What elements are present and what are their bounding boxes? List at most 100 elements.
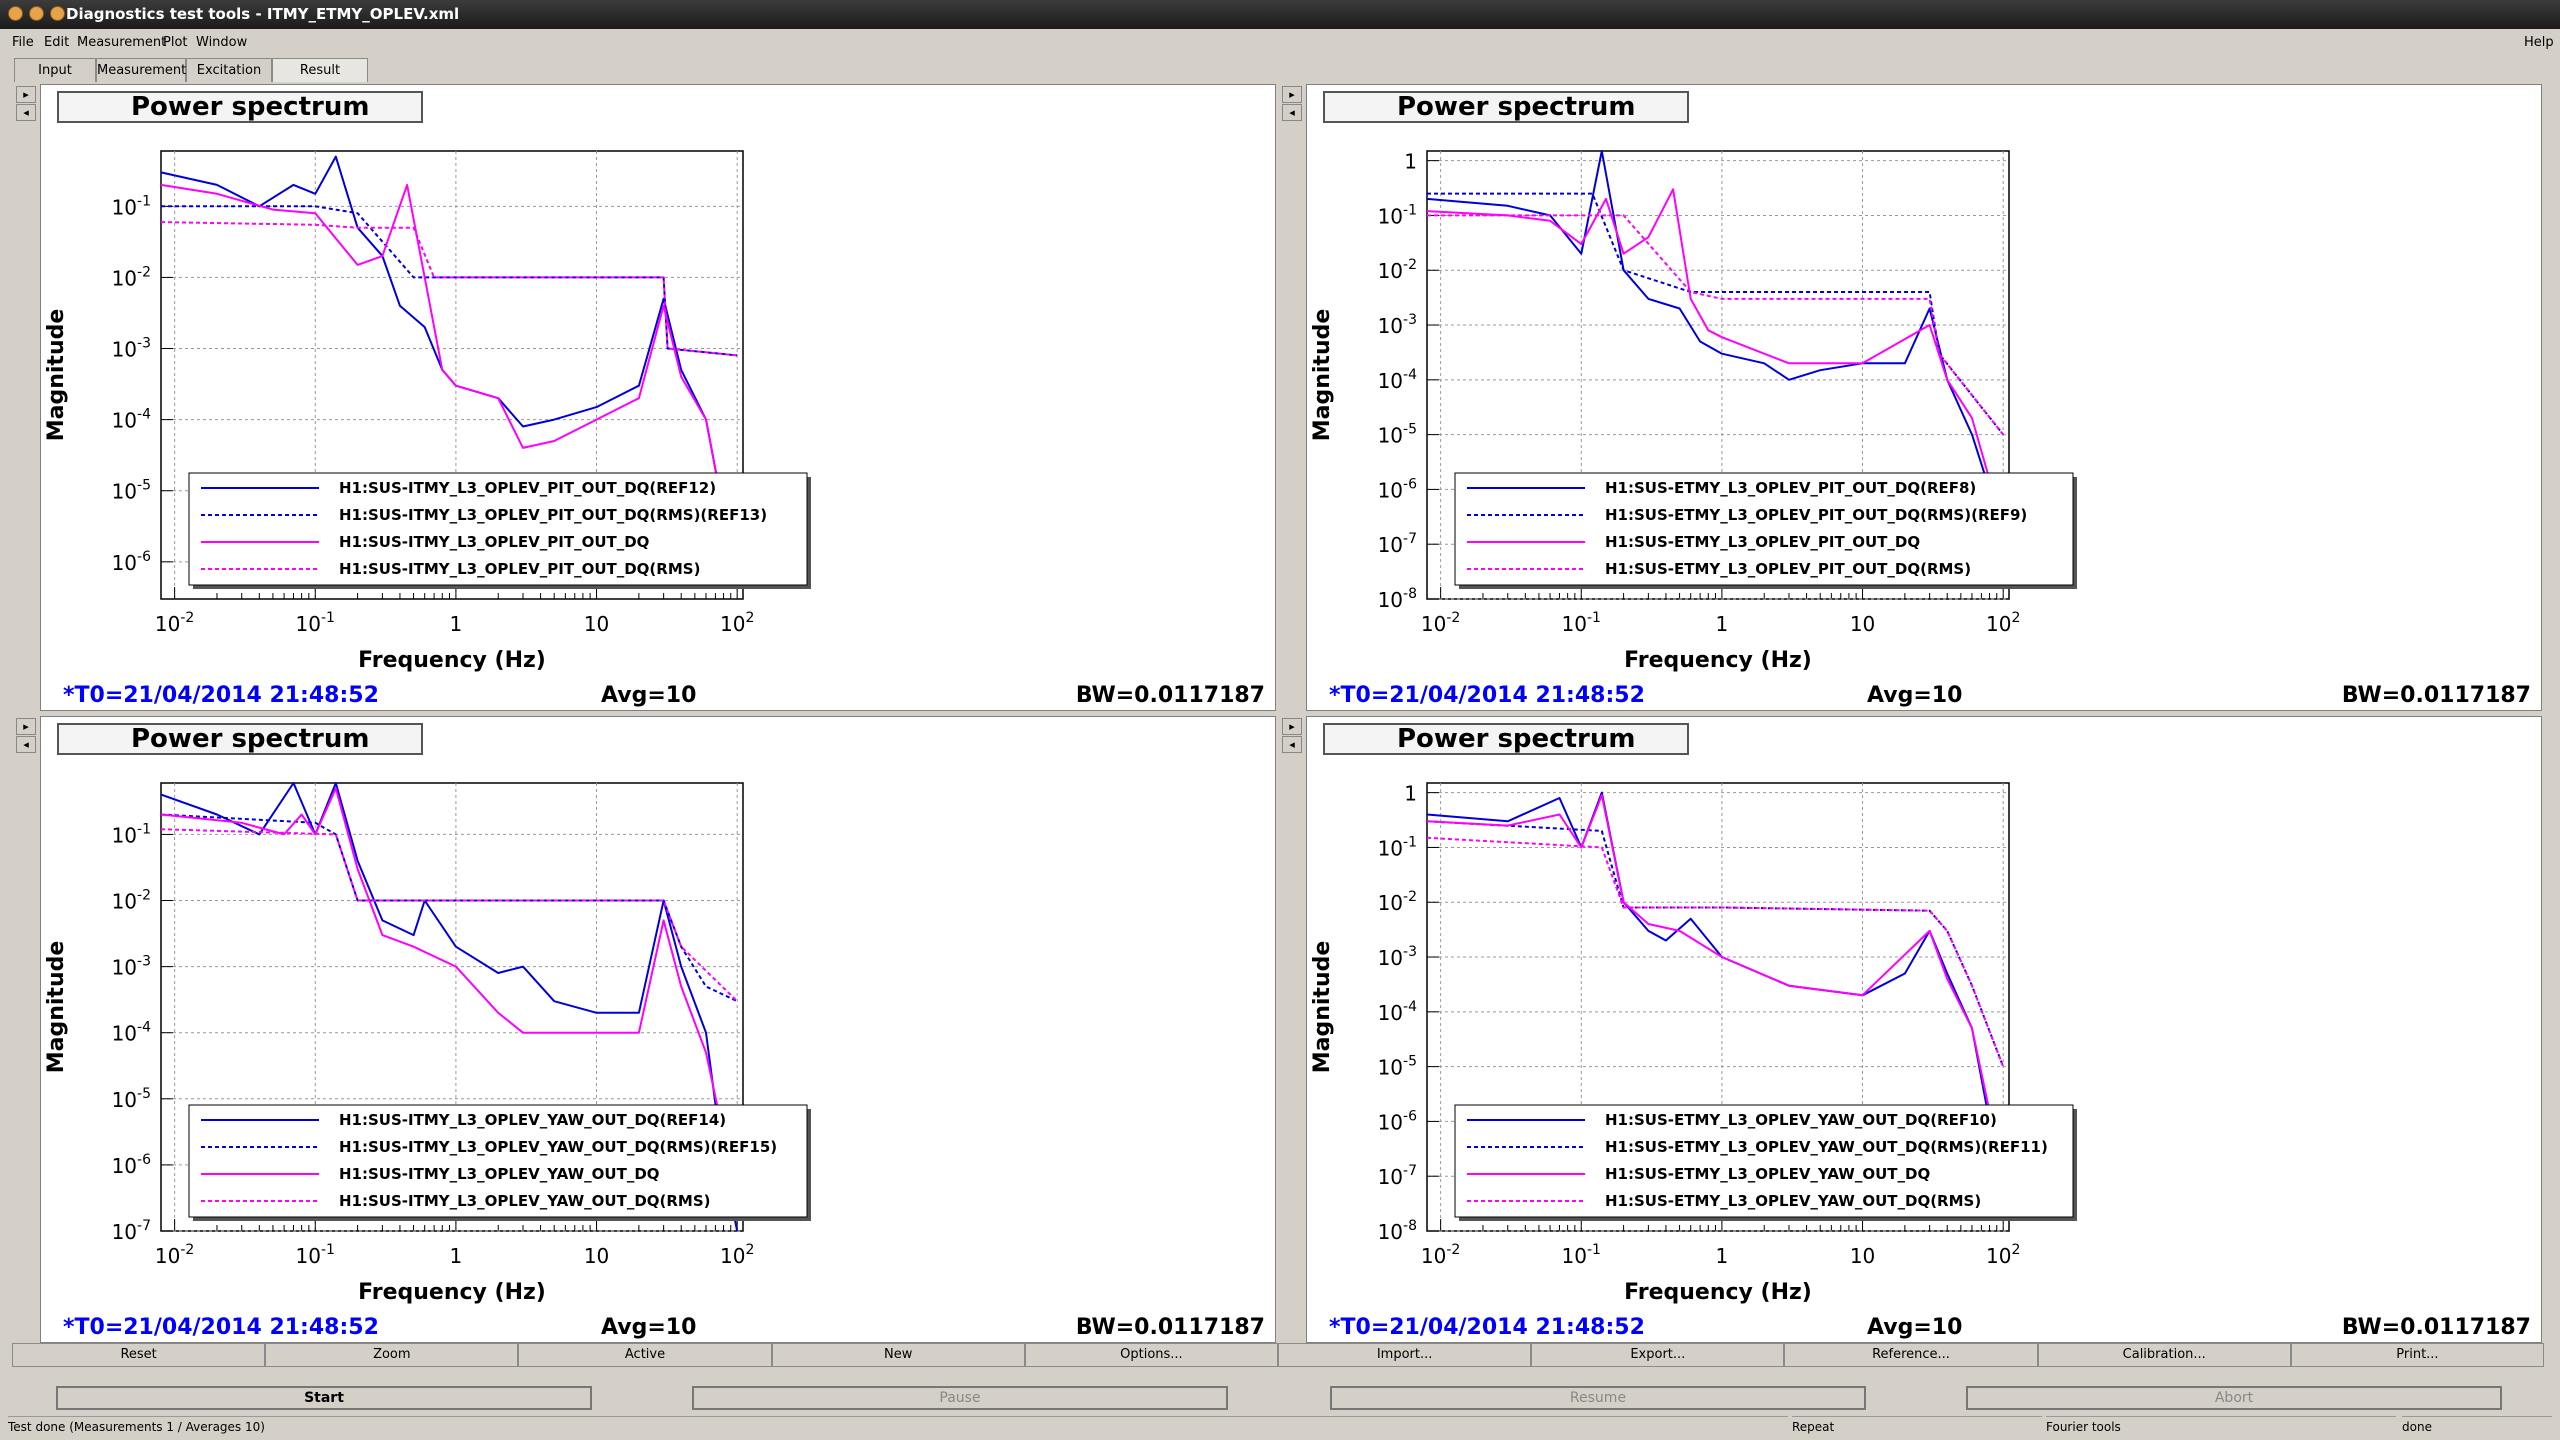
panel-bw: BW=0.0117187 (2341, 1315, 2531, 1340)
tick-label: 10-2 (1421, 1242, 1460, 1268)
tick-label: 10-6 (112, 549, 152, 575)
menu-window[interactable]: Window (196, 35, 248, 50)
new-button[interactable]: New (771, 1343, 1025, 1367)
tick-label: 10-2 (112, 264, 151, 290)
legend-entry: H1:SUS-ITMY_L3_OPLEV_YAW_OUT_DQ(RMS) (339, 1192, 711, 1210)
window-title: Diagnostics test tools - ITMY_ETMY_OPLEV… (66, 5, 460, 23)
panel-down-arrow-icon[interactable]: ◂ (1282, 104, 1302, 121)
tick-label: 10-2 (155, 1242, 194, 1268)
menu-measurement[interactable]: Measurement (77, 35, 167, 50)
y-axis-label: Magnitude (1310, 941, 1335, 1074)
calibration-button[interactable]: Calibration... (2037, 1343, 2291, 1367)
tick-label: 10-1 (1378, 202, 1417, 228)
tick-label: 10-2 (112, 888, 151, 914)
panel-bw: BW=0.0117187 (2341, 683, 2531, 708)
tick-label: 10-8 (1378, 586, 1417, 612)
legend-box (188, 1104, 808, 1218)
tick-label: 10-3 (1378, 312, 1417, 338)
reference-button[interactable]: Reference... (1784, 1343, 2038, 1367)
tick-label: 10-7 (1378, 531, 1417, 557)
status-state: done (2402, 1416, 2552, 1437)
panel-bw: BW=0.0117187 (1075, 1315, 1265, 1340)
tick-label: 10-3 (1378, 944, 1417, 970)
tick-label: 10-2 (1378, 257, 1417, 283)
plot-panel-itmy-pit[interactable]: Power spectrum 10-2 10-1 1 10 102 10-1 10-2 10-… (40, 84, 1276, 711)
tick-label: 102 (1986, 610, 2020, 636)
plot-panel-etmy-pit[interactable]: Power spectrum 10-2 10-1 1 10 102 1 10-1 10-2 10… (1306, 84, 2542, 711)
series-line-3 (1427, 214, 2004, 436)
legend-entry: H1:SUS-ITMY_L3_OPLEV_PIT_OUT_DQ(RMS) (339, 560, 700, 578)
legend-entry: H1:SUS-ITMY_L3_OPLEV_PIT_OUT_DQ(RMS)(REF… (339, 506, 767, 524)
export-button[interactable]: Export... (1531, 1343, 1785, 1367)
resume-button[interactable]: Resume (1330, 1386, 1866, 1410)
panel-bw: BW=0.0117187 (1075, 683, 1265, 708)
legend-entry: H1:SUS-ITMY_L3_OPLEV_PIT_OUT_DQ (339, 533, 649, 551)
plot-panel-itmy-yaw[interactable]: Power spectrum 10-2 10-1 1 10 102 10-1 10-2 10-… (40, 716, 1276, 1343)
import-button[interactable]: Import... (1278, 1343, 1532, 1367)
tick-label: 10-6 (1378, 476, 1418, 502)
start-button[interactable]: Start (56, 1386, 592, 1410)
legend-entry: H1:SUS-ETMY_L3_OPLEV_PIT_OUT_DQ(RMS)(REF… (1605, 506, 2027, 524)
abort-button[interactable]: Abort (1966, 1386, 2502, 1410)
series-line-2 (1426, 188, 2005, 528)
panel-down-arrow-icon[interactable]: ◂ (16, 104, 36, 121)
zoom-button[interactable]: Zoom (265, 1343, 519, 1367)
legend-entry: H1:SUS-ITMY_L3_OPLEV_PIT_OUT_DQ(REF12) (339, 479, 716, 497)
pause-button[interactable]: Pause (692, 1386, 1228, 1410)
maximize-window-icon[interactable] (50, 6, 65, 21)
series-line-2 (160, 787, 739, 1200)
tab-input[interactable]: Input (14, 58, 96, 82)
series-line-0 (1426, 791, 2005, 1177)
panel-up-arrow-icon[interactable]: ▸ (16, 86, 36, 103)
x-axis-label: Frequency (Hz) (358, 1280, 546, 1305)
tick-label: 10-6 (1378, 1108, 1418, 1134)
print-button[interactable]: Print... (2290, 1343, 2545, 1367)
panel-up-arrow-icon[interactable]: ▸ (1282, 86, 1302, 103)
tick-label: 102 (1986, 1242, 2020, 1268)
legend-entry: H1:SUS-ITMY_L3_OPLEV_YAW_OUT_DQ(RMS)(REF… (339, 1138, 777, 1156)
y-axis-label: Magnitude (44, 941, 69, 1074)
minimize-window-icon[interactable] (29, 6, 44, 21)
panel-title: Power spectrum (57, 91, 423, 123)
tick-label: 1 (1404, 150, 1417, 174)
panel-title: Power spectrum (57, 723, 423, 755)
menu-file[interactable]: File (12, 35, 34, 50)
tab-measurement[interactable]: Measurement (96, 58, 186, 82)
tick-label: 10-7 (1378, 1163, 1417, 1189)
series-line-2 (160, 183, 739, 584)
panel-up-arrow-icon[interactable]: ▸ (1282, 718, 1302, 735)
reset-button[interactable]: Reset (12, 1343, 266, 1367)
close-window-icon[interactable] (8, 6, 23, 21)
tick-label: 10-1 (112, 193, 151, 219)
series-line-3 (160, 221, 738, 357)
tick-label: 10-1 (1562, 1242, 1601, 1268)
legend-box (1454, 1104, 2074, 1218)
plot-panel-etmy-yaw[interactable]: Power spectrum 10-2 10-1 1 10 102 1 10-1 10-2 10… (1306, 716, 2542, 1343)
menu-plot[interactable]: Plot (163, 35, 188, 50)
tab-bar: Input Measurement Excitation Result (0, 56, 2560, 84)
tab-excitation[interactable]: Excitation (186, 58, 272, 82)
tick-label: 1 (450, 612, 463, 636)
series-line-1 (160, 813, 738, 1003)
menu-help[interactable]: Help (2524, 35, 2554, 50)
active-button[interactable]: Active (518, 1343, 772, 1367)
series-line-0 (160, 782, 739, 1232)
panel-avg: Avg=10 (1867, 683, 1963, 708)
panel-title: Power spectrum (1323, 723, 1689, 755)
tick-label: 10-4 (112, 407, 152, 433)
tab-result[interactable]: Result (272, 58, 368, 82)
menu-edit[interactable]: Edit (44, 35, 70, 50)
tick-label: 10-5 (112, 1086, 151, 1112)
panel-up-arrow-icon[interactable]: ▸ (16, 718, 36, 735)
series-line-2 (1426, 794, 2005, 1177)
legend-box (1454, 472, 2074, 586)
tick-label: 10-3 (112, 336, 151, 362)
panel-down-arrow-icon[interactable]: ◂ (1282, 736, 1302, 753)
tick-label: 10-4 (1378, 999, 1418, 1025)
legend-entry: H1:SUS-ETMY_L3_OPLEV_YAW_OUT_DQ(RMS)(REF… (1605, 1138, 2048, 1156)
panel-down-arrow-icon[interactable]: ◂ (16, 736, 36, 753)
legend-entry: H1:SUS-ETMY_L3_OPLEV_PIT_OUT_DQ (1605, 533, 1920, 551)
tick-label: 10-6 (112, 1152, 152, 1178)
tick-label: 10 (584, 1244, 609, 1268)
options-button[interactable]: Options... (1024, 1343, 1279, 1367)
